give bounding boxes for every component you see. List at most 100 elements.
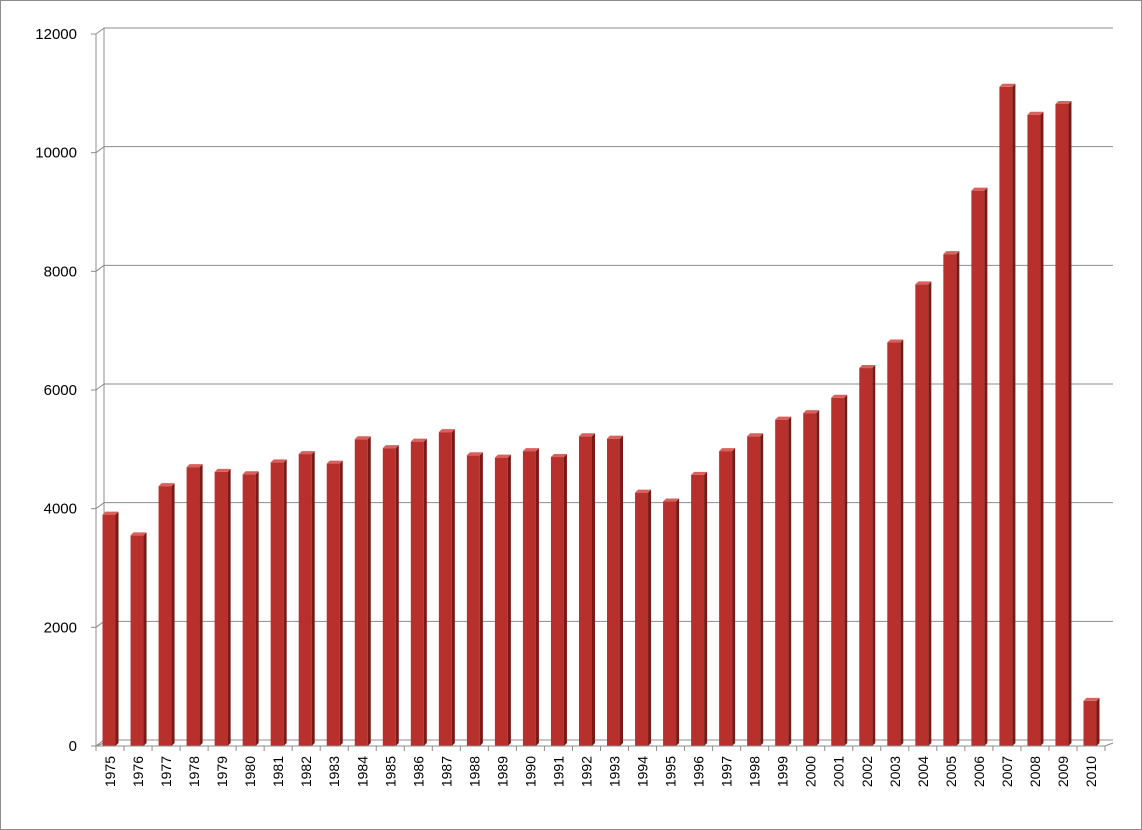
x-tick-label: 2006 bbox=[971, 756, 987, 787]
bar-side bbox=[507, 454, 511, 746]
bar bbox=[999, 83, 1016, 747]
bar bbox=[522, 448, 539, 746]
x-tick-label: 2004 bbox=[915, 756, 931, 787]
bar bbox=[803, 410, 820, 746]
bar-top bbox=[578, 433, 595, 437]
bar bbox=[1083, 697, 1100, 746]
bar-front bbox=[1055, 104, 1069, 747]
bar-top bbox=[130, 532, 147, 536]
bar bbox=[971, 187, 988, 746]
bar-top bbox=[410, 438, 427, 442]
x-tick-label: 2009 bbox=[1055, 756, 1071, 787]
x-tick-label: 1985 bbox=[382, 756, 398, 787]
bar-top bbox=[887, 339, 904, 343]
bar bbox=[382, 445, 399, 746]
bar bbox=[943, 251, 960, 747]
bar-top bbox=[522, 448, 539, 452]
bar bbox=[130, 532, 147, 746]
bar-side bbox=[423, 438, 427, 746]
bar-front bbox=[326, 463, 340, 746]
bar-top bbox=[382, 445, 399, 449]
x-tick-label: 1990 bbox=[522, 756, 538, 787]
bar-side bbox=[956, 251, 960, 747]
bar bbox=[747, 433, 764, 746]
bar-side bbox=[479, 452, 483, 746]
bar-front bbox=[691, 474, 705, 746]
bar-top bbox=[298, 451, 315, 455]
bar-top bbox=[158, 483, 175, 487]
bar-top bbox=[214, 468, 231, 472]
bar bbox=[887, 339, 904, 746]
bar-side bbox=[143, 532, 147, 746]
x-tick-label: 1993 bbox=[607, 756, 623, 787]
bar-top bbox=[494, 454, 511, 458]
x-tick-label: 1989 bbox=[494, 756, 510, 787]
bar-side bbox=[984, 187, 988, 746]
bar-front bbox=[607, 438, 621, 746]
bar-front bbox=[747, 436, 761, 746]
x-tick-label: 2000 bbox=[803, 756, 819, 787]
x-tick-label: 1975 bbox=[102, 756, 118, 787]
bar-front bbox=[494, 457, 508, 746]
bar-front bbox=[859, 368, 873, 746]
bar-side bbox=[620, 435, 624, 746]
bar-side bbox=[872, 365, 876, 746]
bar-side bbox=[451, 429, 455, 746]
bar-top bbox=[775, 416, 792, 420]
bar-side bbox=[311, 451, 315, 746]
bar-front bbox=[943, 254, 957, 747]
bar bbox=[607, 435, 624, 746]
bar-side bbox=[255, 471, 259, 746]
bar-side bbox=[339, 460, 343, 746]
bar-side bbox=[928, 281, 932, 746]
x-tick-label: 1978 bbox=[186, 756, 202, 787]
bar bbox=[298, 451, 315, 746]
bar-front bbox=[242, 474, 256, 746]
x-tick-label: 1987 bbox=[438, 756, 454, 787]
bar-front bbox=[130, 535, 144, 746]
bar bbox=[1027, 111, 1044, 746]
bar-front bbox=[158, 486, 172, 746]
bar-side bbox=[732, 448, 736, 746]
bar bbox=[242, 471, 259, 746]
bar-side bbox=[1040, 111, 1044, 746]
bar bbox=[102, 511, 119, 746]
x-tick-label: 1998 bbox=[747, 756, 763, 787]
bar bbox=[438, 429, 455, 746]
bar-side bbox=[1096, 697, 1100, 746]
bar-side bbox=[283, 459, 287, 746]
bar bbox=[186, 464, 203, 746]
x-tick-label: 1981 bbox=[270, 756, 286, 787]
bar-side bbox=[115, 511, 119, 746]
y-tick-label: 12000 bbox=[35, 26, 77, 43]
bar-top bbox=[438, 429, 455, 433]
x-tick-label: 1997 bbox=[719, 756, 735, 787]
bar-side bbox=[367, 436, 371, 746]
bar-front bbox=[410, 441, 424, 746]
x-axis: 1975 1976 1977 1978 1979 1980 1981 1982 1983 1984… bbox=[95, 745, 1106, 787]
bar-side bbox=[1068, 101, 1072, 747]
bar-front bbox=[1027, 114, 1041, 746]
x-tick-label: 2005 bbox=[943, 756, 959, 787]
bar bbox=[466, 452, 483, 746]
bar bbox=[578, 433, 595, 746]
gridline-diag bbox=[95, 27, 105, 35]
x-tick-label: 1984 bbox=[354, 756, 370, 787]
bar-top bbox=[691, 471, 708, 475]
x-tick-label: 2002 bbox=[859, 756, 875, 787]
bar-side bbox=[227, 468, 231, 746]
bar-side bbox=[199, 464, 203, 746]
x-tick-label: 1980 bbox=[242, 756, 258, 787]
bar-front bbox=[354, 439, 368, 746]
bar bbox=[158, 483, 175, 746]
bar-top bbox=[747, 433, 764, 437]
bar bbox=[831, 394, 848, 746]
bar-top bbox=[971, 187, 988, 191]
bar bbox=[635, 489, 652, 746]
x-tick-label: 2008 bbox=[1027, 756, 1043, 787]
x-tick-label: 1976 bbox=[130, 756, 146, 787]
bar-side bbox=[788, 416, 792, 746]
bar-side bbox=[844, 394, 848, 746]
bar-side bbox=[648, 489, 652, 746]
bar bbox=[326, 460, 343, 746]
